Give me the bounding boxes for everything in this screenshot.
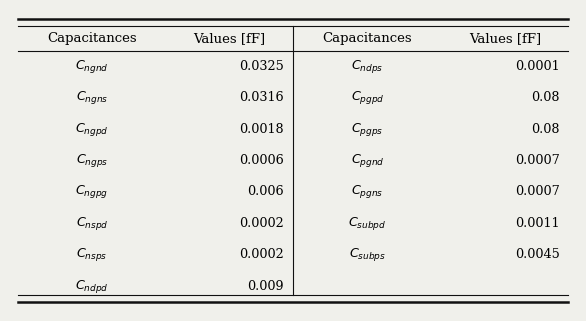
Text: $C_{ngpg}$: $C_{ngpg}$ [76, 183, 108, 200]
Text: $C_{subpd}$: $C_{subpd}$ [348, 215, 387, 232]
Text: 0.0007: 0.0007 [515, 186, 560, 198]
Text: 0.0002: 0.0002 [240, 217, 284, 230]
Text: 0.0325: 0.0325 [239, 60, 284, 73]
Text: $C_{ngps}$: $C_{ngps}$ [76, 152, 108, 169]
Text: Capacitances: Capacitances [47, 32, 137, 45]
Text: 0.0045: 0.0045 [515, 248, 560, 261]
Text: 0.08: 0.08 [531, 91, 560, 104]
Text: $C_{ndpd}$: $C_{ndpd}$ [75, 278, 109, 295]
Text: 0.0011: 0.0011 [515, 217, 560, 230]
Text: $C_{ngpd}$: $C_{ngpd}$ [75, 121, 109, 138]
Text: $C_{ngnd}$: $C_{ngnd}$ [75, 58, 109, 75]
Text: Capacitances: Capacitances [322, 32, 412, 45]
Text: $C_{subps}$: $C_{subps}$ [349, 246, 386, 263]
Text: $C_{pgpd}$: $C_{pgpd}$ [350, 89, 384, 106]
Text: 0.0002: 0.0002 [240, 248, 284, 261]
Text: $C_{ndps}$: $C_{ndps}$ [351, 58, 384, 75]
Text: $C_{pgns}$: $C_{pgns}$ [351, 183, 384, 200]
Text: $C_{nspd}$: $C_{nspd}$ [76, 215, 108, 232]
Text: 0.0316: 0.0316 [240, 91, 284, 104]
Text: 0.0006: 0.0006 [240, 154, 284, 167]
Text: 0.0018: 0.0018 [240, 123, 284, 135]
Text: $C_{nsps}$: $C_{nsps}$ [76, 246, 108, 263]
Text: 0.009: 0.009 [247, 280, 284, 292]
Text: 0.0001: 0.0001 [515, 60, 560, 73]
Text: Values [fF]: Values [fF] [193, 32, 265, 45]
Text: Values [fF]: Values [fF] [469, 32, 541, 45]
Text: 0.08: 0.08 [531, 123, 560, 135]
Text: 0.006: 0.006 [247, 186, 284, 198]
Text: $C_{pgnd}$: $C_{pgnd}$ [350, 152, 384, 169]
Text: 0.0007: 0.0007 [515, 154, 560, 167]
Text: $C_{pgps}$: $C_{pgps}$ [351, 121, 384, 138]
Text: $C_{ngns}$: $C_{ngns}$ [76, 89, 108, 106]
